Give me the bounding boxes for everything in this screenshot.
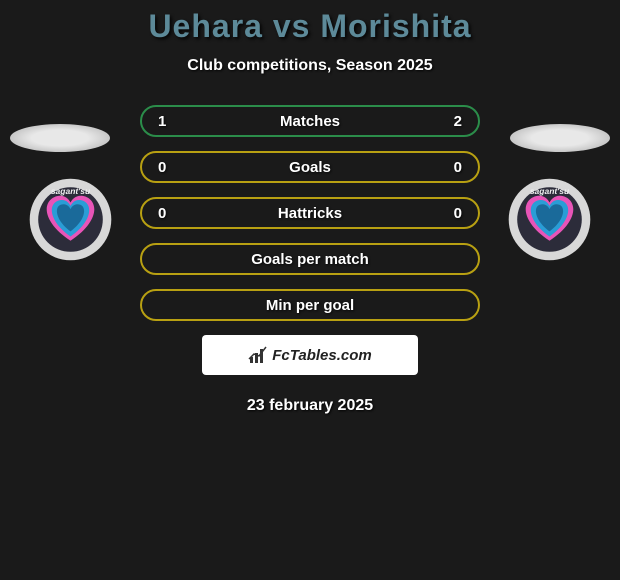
stat-row: Min per goal [140,289,480,321]
svg-text:sagant'su: sagant'su [530,186,570,196]
sagantosu-badge-icon: sagant'su [507,177,592,262]
stat-label: Goals [198,159,422,176]
stat-row: Goals per match [140,243,480,275]
stat-label: Hattricks [198,205,422,222]
stat-left-value: 1 [158,113,198,130]
stat-row: 0Hattricks0 [140,197,480,229]
brand-label: FcTables.com [272,347,371,364]
svg-text:sagant'su: sagant'su [51,186,91,196]
stat-right-value: 0 [422,205,462,222]
infographic-container: Uehara vs Morishita Club competitions, S… [0,0,620,415]
stat-right-value: 2 [422,113,462,130]
stat-right-value: 0 [422,159,462,176]
stat-row: 0Goals0 [140,151,480,183]
page-title: Uehara vs Morishita [0,8,620,45]
stat-label: Min per goal [158,297,462,314]
stat-label: Goals per match [158,251,462,268]
player-ellipse-right [510,124,610,152]
stats-panel: 1Matches20Goals00Hattricks0Goals per mat… [140,105,480,321]
team-badge-left: sagant'su [28,177,113,262]
date-label: 23 february 2025 [0,397,620,415]
player-ellipse-left [10,124,110,152]
subtitle: Club competitions, Season 2025 [0,57,620,75]
chart-icon [248,345,268,365]
stat-left-value: 0 [158,205,198,222]
stat-label: Matches [198,113,422,130]
brand-box: FcTables.com [202,335,418,375]
stat-row: 1Matches2 [140,105,480,137]
team-badge-right: sagant'su [507,177,592,262]
sagantosu-badge-icon: sagant'su [28,177,113,262]
stat-left-value: 0 [158,159,198,176]
